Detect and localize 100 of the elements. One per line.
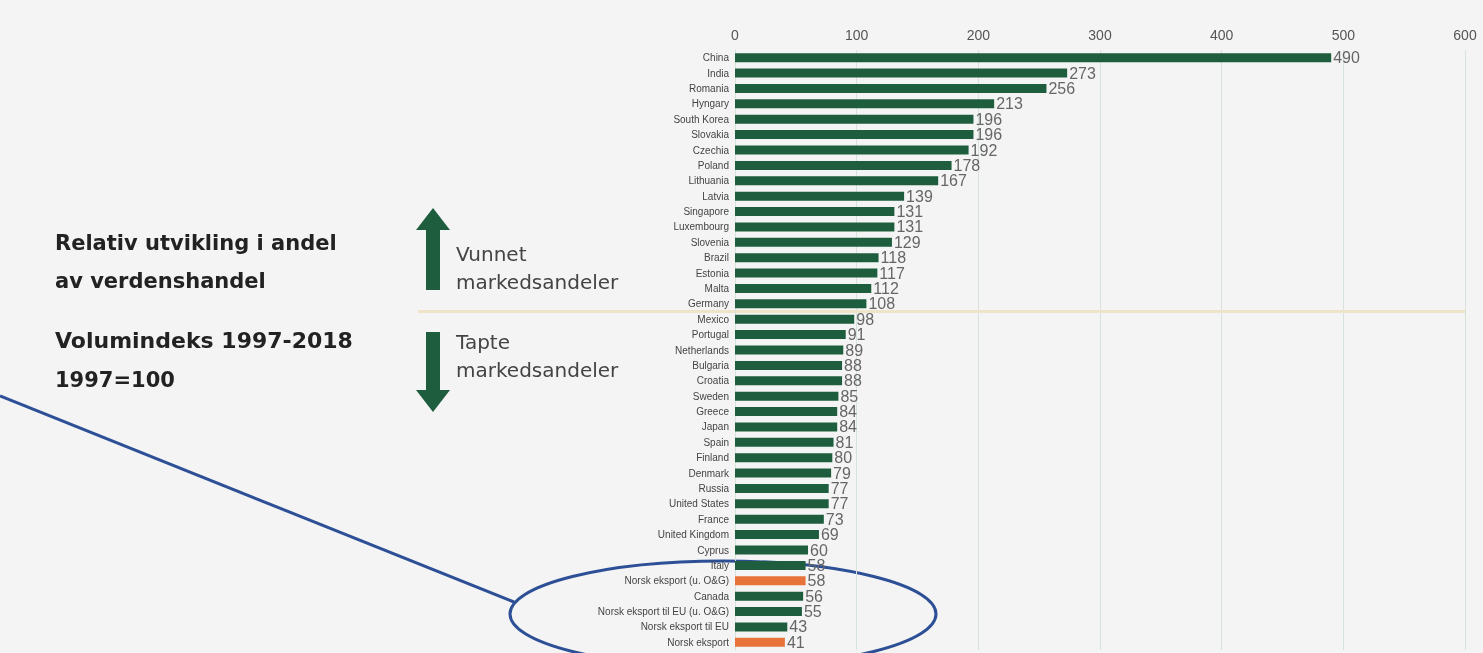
- bar: [735, 330, 846, 340]
- y-tick-label: Japan: [701, 421, 729, 433]
- y-tick-label: Sweden: [692, 390, 729, 402]
- y-tick-label: Bulgaria: [692, 359, 730, 371]
- data-label: 55: [803, 603, 822, 621]
- data-label: 178: [953, 156, 981, 174]
- x-tick-label: 100: [844, 27, 869, 43]
- text: Tapte markedsandeler: [456, 329, 620, 384]
- bar: [735, 160, 952, 170]
- y-tick-label: Portugal: [691, 329, 729, 341]
- data-label: 85: [840, 387, 859, 405]
- y-tick-label: Czechia: [692, 144, 730, 156]
- text: Vunnet markedsandeler: [456, 241, 620, 296]
- bar: [735, 622, 788, 632]
- y-tick-label: India: [707, 67, 730, 79]
- data-label: 43: [789, 618, 808, 636]
- data-label: 73: [825, 510, 844, 528]
- data-label: 108: [868, 295, 896, 313]
- y-tick-label: Slovakia: [691, 129, 730, 141]
- data-label: 131: [896, 203, 924, 221]
- bar: [735, 545, 808, 555]
- data-label: 117: [879, 264, 905, 282]
- data-label: 139: [906, 187, 933, 205]
- y-tick-label: Norsk eksport: [667, 636, 730, 648]
- bar: [735, 237, 892, 247]
- bar: [735, 391, 839, 401]
- y-tick-label: Croatia: [696, 375, 730, 387]
- data-label: 69: [820, 526, 839, 544]
- bar: [735, 130, 974, 140]
- data-label: 192: [970, 141, 998, 159]
- y-tick-label: Norsk eksport til EU: [640, 621, 729, 633]
- bar: [735, 53, 1332, 63]
- y-tick-label: Luxembourg: [673, 221, 729, 233]
- data-label: 77: [830, 495, 849, 513]
- bar: [735, 283, 872, 293]
- y-tick-label: Mexico: [697, 313, 730, 325]
- data-label: 131: [896, 218, 924, 236]
- y-tick-label: Singapore: [683, 206, 730, 218]
- y-tick-label: South Korea: [673, 113, 730, 125]
- y-tick-label: Norsk eksport (u. O&G): [624, 575, 729, 587]
- data-label: 84: [839, 403, 858, 421]
- x-tick-label: 500: [1331, 27, 1356, 43]
- y-tick-label: Lithuania: [688, 175, 730, 187]
- data-label: 91: [847, 326, 866, 344]
- x-tick-label: 300: [1088, 27, 1112, 43]
- bar: [735, 453, 833, 463]
- y-tick-label: Denmark: [688, 467, 730, 479]
- bar: [735, 314, 855, 324]
- bar: [735, 376, 843, 386]
- bar: [735, 576, 806, 586]
- data-label: 256: [1048, 79, 1076, 97]
- y-tick-label: Canada: [693, 590, 730, 602]
- bar: [735, 637, 785, 647]
- data-label: 80: [834, 449, 853, 467]
- data-label: 56: [805, 587, 824, 605]
- data-label: 98: [856, 310, 875, 328]
- bar: [735, 437, 834, 447]
- y-tick-label: Netherlands: [675, 344, 729, 356]
- bar: [735, 360, 843, 370]
- bar: [735, 530, 819, 540]
- data-label: 77: [830, 479, 849, 497]
- y-tick-label: Slovenia: [690, 236, 730, 248]
- bar: [735, 191, 905, 201]
- data-label: 58: [807, 572, 826, 590]
- data-label: 213: [996, 95, 1023, 113]
- data-label: 118: [880, 249, 907, 267]
- data-label: 89: [845, 341, 864, 359]
- x-tick-label: 400: [1209, 27, 1234, 43]
- bar: [735, 253, 879, 263]
- data-label: 129: [893, 233, 921, 251]
- y-tick-label: Estonia: [695, 267, 730, 279]
- y-tick-label: Malta: [704, 282, 730, 294]
- data-label: 490: [1333, 49, 1360, 67]
- y-tick-label: United Kingdom: [657, 529, 729, 541]
- y-tick-label: Brazil: [703, 252, 729, 264]
- bar: [735, 468, 832, 478]
- y-tick-label: Spain: [703, 436, 729, 448]
- bar: [735, 299, 867, 309]
- data-label: 273: [1069, 64, 1096, 82]
- y-tick-label: Romania: [688, 82, 730, 94]
- data-label: 60: [810, 541, 828, 559]
- x-tick-label: 600: [1453, 27, 1477, 43]
- text: Relativ utvikling i andel av verdenshandel: [55, 230, 338, 295]
- bar: [735, 483, 829, 493]
- bar: [735, 268, 878, 278]
- bar: [735, 591, 804, 601]
- bar: [735, 560, 806, 570]
- bar: [735, 514, 824, 524]
- bar: [735, 68, 1068, 78]
- bar: [735, 607, 802, 617]
- y-tick-label: United States: [668, 498, 729, 510]
- text: 1997=100: [55, 368, 175, 392]
- y-tick-label: Germany: [687, 298, 729, 310]
- bar: [735, 83, 1047, 93]
- data-label: 167: [940, 172, 967, 190]
- y-tick-label: Norsk eksport til EU (u. O&G): [597, 606, 729, 618]
- y-tick-label: Latvia: [702, 190, 730, 202]
- bar: [735, 499, 829, 509]
- bar: [735, 407, 838, 417]
- data-label: 84: [839, 418, 858, 436]
